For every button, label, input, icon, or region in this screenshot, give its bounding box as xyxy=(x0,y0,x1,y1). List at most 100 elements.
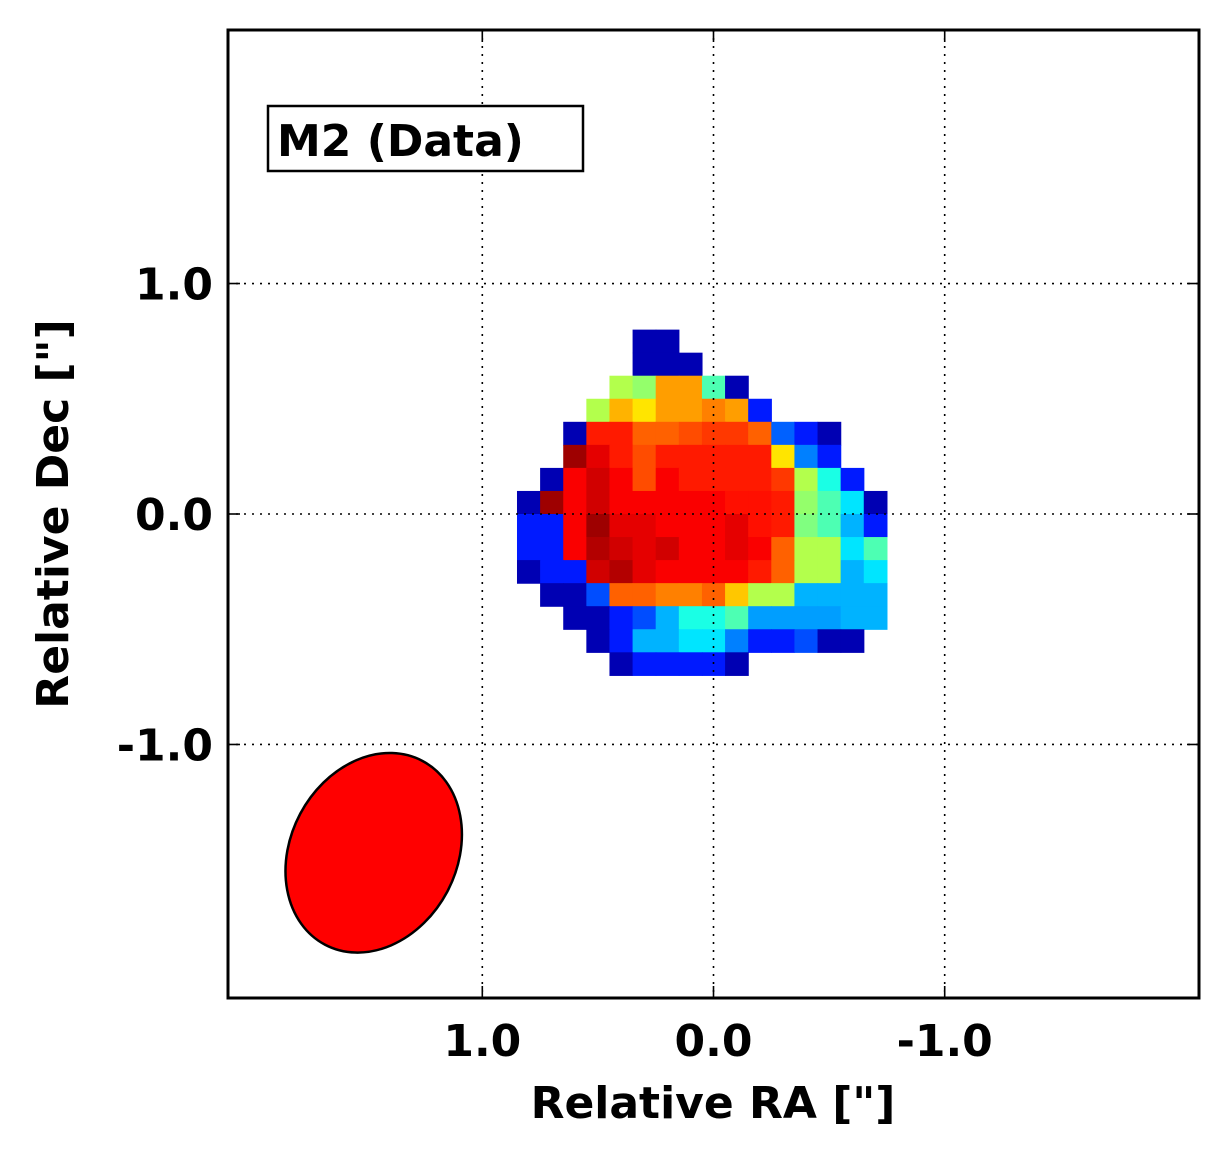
data-pixel xyxy=(586,444,611,469)
data-pixel xyxy=(655,514,680,538)
data-pixel xyxy=(632,490,657,515)
data-pixel xyxy=(632,537,657,561)
data-pixel xyxy=(678,467,703,492)
data-pixel xyxy=(632,514,657,538)
data-pixel xyxy=(771,583,796,607)
data-pixel xyxy=(586,606,611,630)
data-pixel xyxy=(609,537,634,561)
data-pixel xyxy=(678,490,703,515)
data-pixel xyxy=(655,467,680,492)
data-pixel xyxy=(748,398,772,423)
data-pixel xyxy=(725,537,749,561)
data-pixels xyxy=(516,329,888,676)
data-pixel xyxy=(655,352,680,377)
data-pixel xyxy=(840,490,865,515)
data-pixel xyxy=(748,560,772,584)
data-pixel xyxy=(655,560,680,584)
data-pixel xyxy=(817,537,842,561)
data-pixel xyxy=(586,629,611,653)
data-pixel xyxy=(563,467,587,492)
data-pixel xyxy=(701,421,726,446)
data-pixel xyxy=(725,606,749,630)
panel-label-frame xyxy=(266,104,585,173)
data-pixel xyxy=(586,421,611,446)
data-pixel xyxy=(817,583,842,607)
y-tick-labels: 1.0 0.0 -1.0 xyxy=(117,260,213,772)
data-pixel xyxy=(609,560,634,584)
data-pixel xyxy=(655,444,680,469)
data-pixel xyxy=(609,606,634,630)
data-pixel xyxy=(840,560,865,584)
data-pixel xyxy=(771,490,796,515)
data-pixel xyxy=(516,560,541,584)
data-pixel xyxy=(725,467,749,492)
data-pixel xyxy=(678,583,703,607)
data-pixel xyxy=(794,606,819,630)
data-pixel xyxy=(794,421,819,446)
data-pixel xyxy=(701,583,726,607)
data-pixel xyxy=(655,421,680,446)
data-pixel xyxy=(632,467,657,492)
data-pixel xyxy=(563,514,587,538)
data-pixel xyxy=(516,490,541,515)
data-pixel xyxy=(794,537,819,561)
plot-frame xyxy=(226,28,1201,1000)
data-pixel xyxy=(678,537,703,561)
data-pixel xyxy=(563,583,587,607)
data-pixel xyxy=(678,629,703,653)
data-pixel xyxy=(609,490,634,515)
data-pixel xyxy=(840,467,865,492)
data-pixel xyxy=(725,375,749,400)
data-pixel xyxy=(678,444,703,469)
data-pixel xyxy=(817,467,842,492)
data-pixel xyxy=(863,583,888,607)
data-pixel xyxy=(540,537,564,561)
data-pixel xyxy=(701,398,726,423)
data-pixel xyxy=(563,490,587,515)
data-pixel xyxy=(563,421,587,446)
data-pixel xyxy=(563,444,587,469)
data-pixel xyxy=(725,629,749,653)
beam-ellipse-shape xyxy=(284,751,464,954)
data-pixel xyxy=(701,537,726,561)
data-pixel xyxy=(701,375,726,400)
data-pixel xyxy=(771,629,796,653)
data-pixel xyxy=(748,606,772,630)
data-pixel xyxy=(678,514,703,538)
data-pixel xyxy=(632,583,657,607)
data-pixel xyxy=(586,514,611,538)
beam-ellipse xyxy=(284,751,464,954)
data-pixel xyxy=(655,329,680,354)
data-pixel xyxy=(632,375,657,400)
data-pixel xyxy=(655,583,680,607)
data-pixel xyxy=(655,375,680,400)
data-pixel xyxy=(678,421,703,446)
data-pixel xyxy=(678,606,703,630)
data-pixel xyxy=(840,606,865,630)
data-pixel xyxy=(701,514,726,538)
data-pixel xyxy=(863,514,888,538)
data-pixel xyxy=(725,421,749,446)
tick-marks xyxy=(228,30,1199,998)
data-pixel xyxy=(748,537,772,561)
data-pixel xyxy=(540,560,564,584)
data-pixel xyxy=(609,467,634,492)
data-pixel xyxy=(655,398,680,423)
data-pixel xyxy=(655,490,680,515)
data-pixel xyxy=(794,444,819,469)
data-pixel xyxy=(632,398,657,423)
data-pixel xyxy=(586,537,611,561)
data-pixel xyxy=(748,583,772,607)
data-pixel xyxy=(563,537,587,561)
data-pixel xyxy=(725,652,749,676)
data-pixel xyxy=(725,490,749,515)
data-pixel xyxy=(817,421,842,446)
y-axis-label: Relative Dec ["] xyxy=(28,319,79,708)
data-pixel xyxy=(771,421,796,446)
data-pixel xyxy=(817,629,842,653)
data-pixel xyxy=(609,629,634,653)
data-pixel xyxy=(771,467,796,492)
data-pixel xyxy=(817,444,842,469)
data-pixel xyxy=(678,352,703,377)
